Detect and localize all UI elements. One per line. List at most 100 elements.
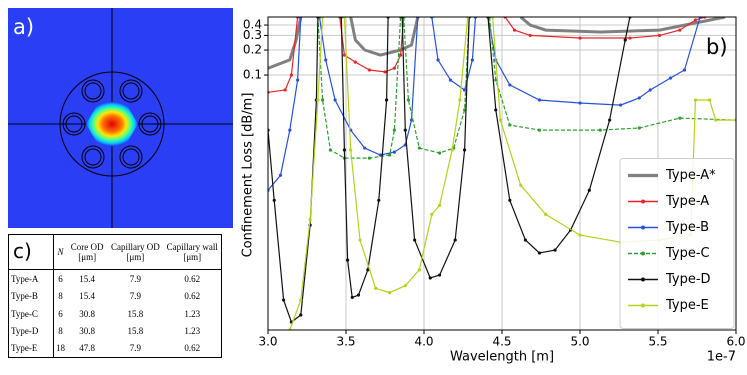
point	[470, 58, 474, 62]
legend-marker	[641, 225, 645, 230]
point	[417, 268, 421, 272]
point	[578, 36, 582, 40]
point	[714, 118, 718, 122]
legend-marker	[641, 251, 645, 256]
point	[436, 58, 440, 62]
point	[668, 76, 673, 80]
point	[528, 33, 532, 38]
point	[537, 98, 542, 102]
point	[413, 238, 417, 242]
point	[377, 198, 381, 202]
y-axis-label: Confinement Loss [dB/m]	[241, 93, 256, 258]
point	[428, 276, 432, 280]
point	[657, 33, 662, 38]
point	[328, 148, 332, 152]
point	[648, 88, 652, 92]
header-cell: Capillary wall [μm]	[163, 235, 221, 270]
point	[356, 293, 361, 297]
table-cell: 7.9	[129, 343, 142, 354]
point	[367, 156, 371, 160]
legend-label: Type-A*	[665, 168, 716, 183]
table-cell: Type-B	[9, 287, 54, 305]
point	[678, 116, 682, 120]
corner-cell	[9, 235, 54, 270]
point	[537, 128, 542, 132]
point	[296, 78, 300, 82]
point	[399, 53, 403, 57]
table-cell: Type-D	[9, 322, 54, 340]
mode-field	[86, 102, 138, 146]
point	[498, 118, 503, 122]
point	[678, 28, 682, 32]
table-cell: 0.62	[184, 291, 201, 302]
point	[430, 212, 434, 216]
y-tick-label: 0.4	[243, 18, 262, 32]
point	[349, 148, 353, 152]
point	[438, 273, 442, 277]
y-tick-label: 0.1	[243, 68, 262, 82]
legend-marker	[641, 303, 645, 308]
legend-label: Type-A	[665, 194, 709, 209]
series-line	[268, 17, 726, 70]
point	[383, 70, 387, 74]
table-row: Type-A 6 15.4 7.9 0.62	[9, 269, 221, 288]
y-tick-label: 0.3	[243, 28, 262, 42]
point	[508, 123, 512, 127]
table-cell: Type-E	[9, 339, 54, 357]
table-cell: 8	[58, 291, 63, 302]
point	[272, 198, 276, 202]
table-cell: 18	[56, 343, 65, 354]
point	[403, 128, 407, 132]
panel-label: a)	[13, 15, 34, 39]
table-cell: 15.4	[79, 291, 96, 302]
point	[353, 60, 357, 64]
point	[363, 146, 367, 150]
point	[345, 258, 350, 262]
point	[367, 68, 371, 72]
legend-label: Type-E	[665, 298, 709, 313]
x-tick-label: 3.0	[258, 335, 277, 349]
table-cell: 0.62	[184, 343, 201, 354]
point	[458, 98, 462, 102]
header-cell: N	[53, 235, 67, 270]
point	[693, 98, 698, 102]
point	[462, 148, 467, 152]
point	[682, 68, 687, 72]
point	[392, 150, 396, 154]
point	[324, 58, 328, 62]
point	[392, 66, 396, 70]
point	[289, 73, 293, 77]
table-cell: 15.8	[127, 325, 144, 336]
legend-marker	[641, 199, 645, 204]
point	[283, 88, 287, 92]
jacket	[59, 71, 165, 177]
point	[288, 128, 292, 132]
legend-label: Type-B	[665, 220, 709, 235]
point	[637, 126, 641, 130]
x-axis-label: Wavelength [m]	[450, 350, 554, 365]
header-cell: Core OD [μm]	[67, 235, 108, 270]
table-cell: 30.8	[79, 308, 96, 319]
panel-label: b)	[706, 35, 728, 59]
point	[299, 313, 303, 317]
point	[578, 101, 582, 105]
point	[366, 268, 370, 272]
table-row: Type-C 6 30.8 15.8 1.23	[9, 305, 221, 323]
parameter-table: N Core OD [μm] Capillary OD [μm] Capilla…	[8, 234, 222, 358]
point	[553, 248, 557, 252]
x-tick-label: 3.5	[336, 335, 355, 349]
point	[494, 108, 498, 112]
point	[321, 98, 325, 102]
table-cell: 6	[58, 308, 63, 319]
point	[448, 78, 453, 82]
point	[388, 290, 392, 295]
capillaries	[62, 79, 162, 169]
point	[508, 198, 512, 202]
table-row: Type-D 8 30.8 15.8 1.23	[9, 322, 221, 340]
point	[438, 151, 442, 155]
table-cell: 8	[58, 325, 63, 336]
table-cell: 6	[58, 273, 63, 284]
point	[342, 148, 347, 152]
